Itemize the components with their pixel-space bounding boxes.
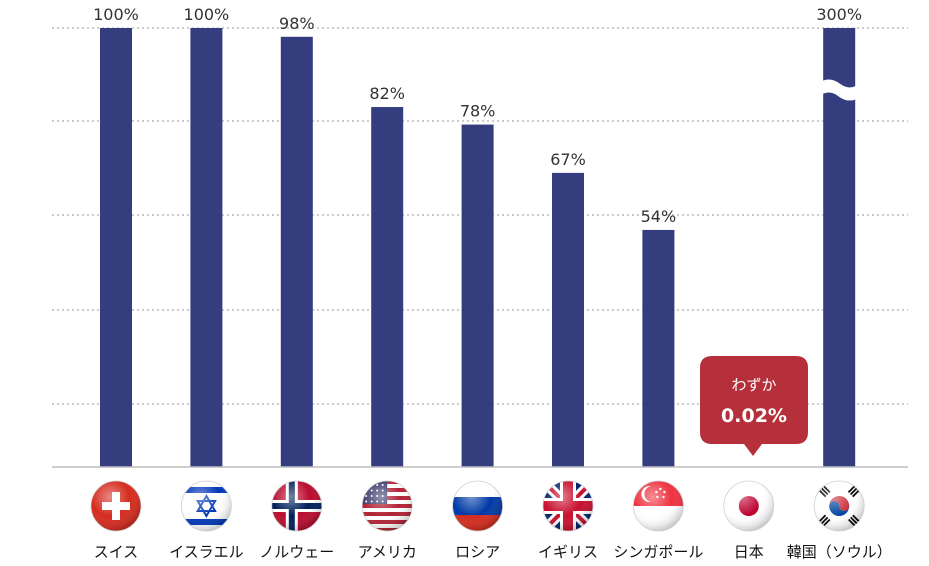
category-label-0: スイス — [94, 543, 139, 561]
callout-line1: わずか — [731, 376, 776, 394]
switzerland-flag-icon — [90, 480, 142, 532]
category-label-6: シンガポール — [613, 543, 703, 561]
value-label-8: 300% — [816, 5, 862, 24]
value-label-4: 78% — [460, 102, 496, 121]
norway-flag-icon — [271, 480, 323, 532]
japan-flag-icon — [723, 480, 775, 532]
bar-2 — [280, 36, 313, 467]
bar-3 — [371, 107, 404, 468]
value-label-6: 54% — [641, 207, 677, 226]
singapore-flag-icon — [633, 480, 684, 532]
category-labels: スイス イスラエル ノルウェー アメリカ ロシア イギリス シンガポール 日本 韓国（ソウル） — [94, 543, 892, 561]
bar-0 — [100, 28, 132, 467]
category-label-7: 日本 — [734, 543, 764, 561]
value-label-2: 98% — [279, 14, 315, 33]
category-label-2: ノルウェー — [259, 543, 334, 561]
korea-flag-icon — [813, 480, 865, 532]
bar-6 — [642, 229, 675, 467]
value-labels: 100% 100% 98% 82% 78% 67% 54% 300% — [93, 5, 862, 226]
value-label-3: 82% — [369, 84, 405, 103]
value-label-0: 100% — [93, 5, 139, 24]
bar-5 — [552, 172, 584, 467]
category-label-8: 韓国（ソウル） — [787, 543, 892, 561]
russia-flag-icon — [452, 480, 504, 532]
value-label-5: 67% — [550, 150, 586, 169]
value-label-1: 100% — [184, 5, 230, 24]
category-label-1: イスラエル — [169, 543, 244, 561]
usa-flag-icon — [361, 480, 413, 532]
israel-flag-icon — [180, 480, 232, 532]
uk-flag-icon — [542, 480, 594, 532]
japan-callout: わずか 0.02% — [700, 356, 808, 456]
bar-8 — [823, 28, 856, 467]
axis-break — [817, 79, 862, 101]
callout-line2: 0.02% — [721, 405, 787, 427]
callout-bubble — [700, 356, 808, 456]
flags — [90, 480, 865, 532]
category-label-4: ロシア — [455, 543, 500, 561]
category-label-5: イギリス — [538, 543, 598, 561]
category-label-3: アメリカ — [358, 543, 417, 561]
bar-4 — [461, 124, 494, 467]
bars — [100, 28, 862, 468]
bar-1 — [190, 28, 223, 467]
